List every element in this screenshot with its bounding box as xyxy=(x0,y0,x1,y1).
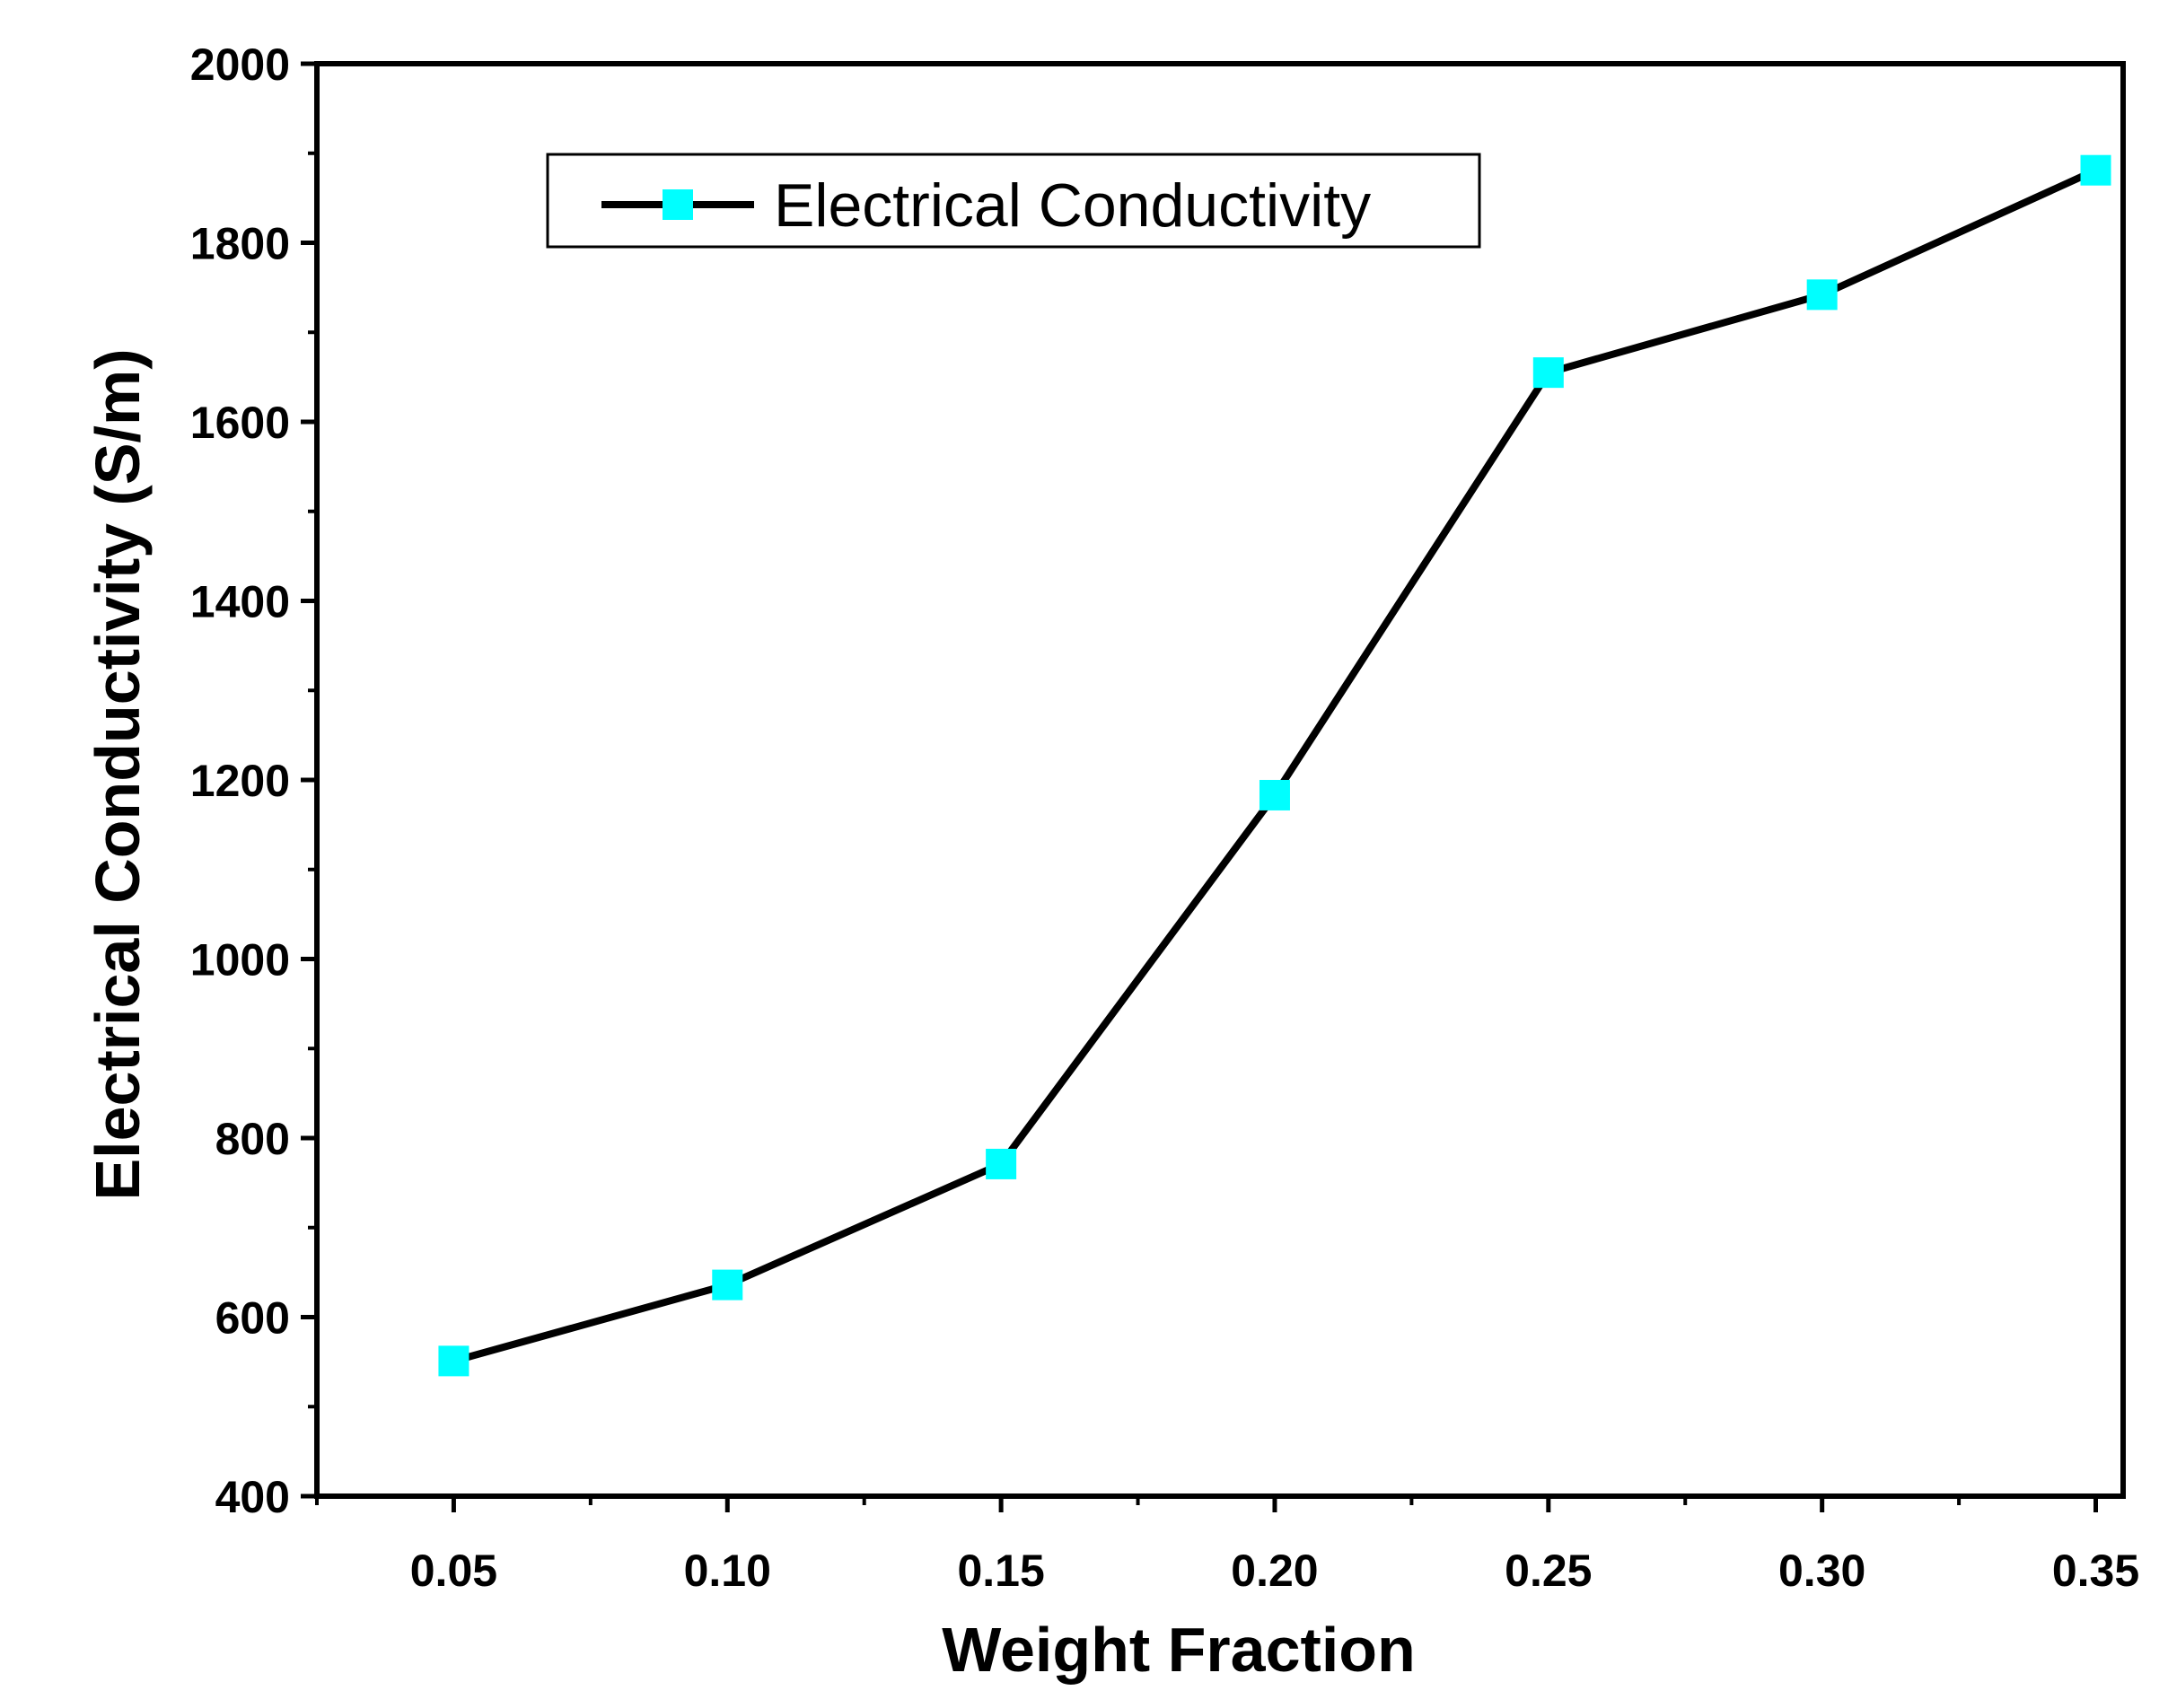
y-tick-label: 600 xyxy=(215,1293,290,1344)
y-tick-label: 1800 xyxy=(190,219,290,269)
data-point-marker xyxy=(438,1345,470,1377)
series-line xyxy=(452,167,2098,1365)
legend-marker-sample xyxy=(663,189,693,220)
x-tick-label: 0.15 xyxy=(957,1546,1044,1596)
data-point-marker xyxy=(1259,779,1290,810)
y-tick-label: 1400 xyxy=(190,577,290,627)
y-tick-label: 1200 xyxy=(190,756,290,806)
x-tick-label: 0.35 xyxy=(2052,1546,2139,1596)
x-tick-label: 0.25 xyxy=(1505,1546,1592,1596)
x-tick-label: 0.10 xyxy=(684,1546,771,1596)
x-axis-title: Weight Fraction xyxy=(942,1615,1416,1685)
data-point-marker xyxy=(2080,154,2111,186)
y-tick-label: 2000 xyxy=(190,39,290,90)
data-point-marker xyxy=(1532,357,1564,389)
y-axis-title: Electrical Conductivity (S/m) xyxy=(83,348,153,1200)
x-tick-label: 0.30 xyxy=(1778,1546,1865,1596)
y-tick-label: 400 xyxy=(215,1472,290,1522)
x-tick-label: 0.20 xyxy=(1231,1546,1318,1596)
x-tick-label: 0.05 xyxy=(410,1546,497,1596)
data-point-marker xyxy=(1806,279,1838,311)
y-tick-label: 1600 xyxy=(190,398,290,448)
data-point-marker xyxy=(712,1269,743,1301)
legend-box xyxy=(546,153,1481,249)
y-tick-label: 1000 xyxy=(190,935,290,985)
y-tick-label: 800 xyxy=(215,1114,290,1164)
legend-label: Electrical Conductivity xyxy=(774,171,1371,240)
data-point-marker xyxy=(986,1148,1017,1179)
